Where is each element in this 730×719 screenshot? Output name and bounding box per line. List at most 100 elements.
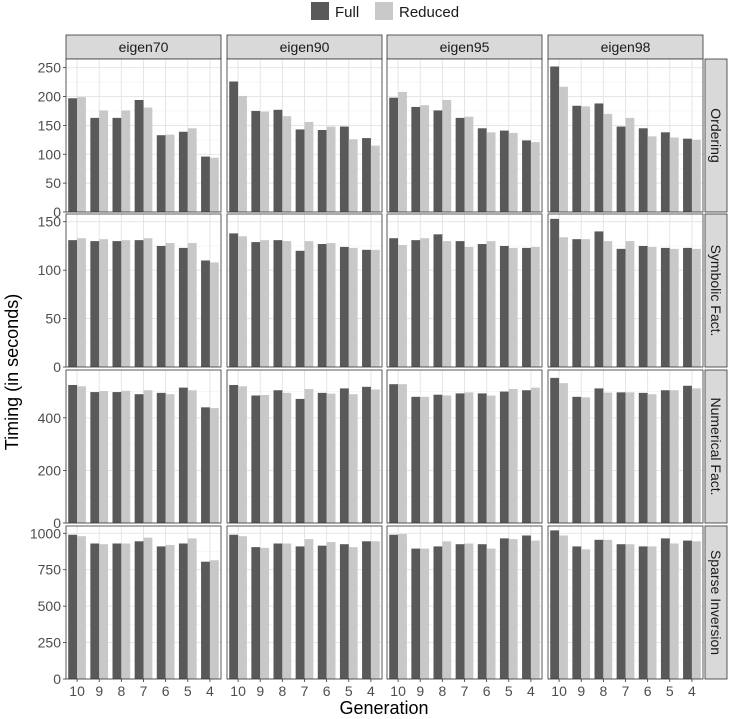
bar-full-eigen95-gen6 [477, 244, 487, 367]
bar-reduced-eigen95-gen9 [420, 105, 430, 212]
legend: Full Reduced [311, 2, 459, 21]
y-tick-label: 50 [45, 311, 61, 327]
bar-reduced-eigen70-gen6 [165, 544, 175, 679]
bar-full-eigen98-gen7 [616, 248, 626, 367]
panel-border [65, 369, 222, 524]
bar-full-eigen98-gen10 [550, 218, 560, 367]
panel-border [386, 58, 543, 213]
x-tick-label: 4 [206, 683, 214, 699]
bar-full-eigen70-gen7 [134, 99, 144, 212]
bar-reduced-eigen98-gen6 [647, 246, 657, 367]
bar-reduced-eigen70-gen9 [99, 110, 109, 212]
x-tick-label: 8 [599, 683, 607, 699]
bar-reduced-eigen98-gen4 [691, 139, 701, 212]
bar-full-eigen70-gen8 [112, 117, 122, 212]
y-tick-label: 400 [38, 410, 62, 426]
bar-full-eigen95-gen8 [433, 110, 443, 212]
bar-full-eigen98-gen6 [638, 546, 648, 679]
bar-full-eigen90-gen7 [295, 398, 305, 523]
bar-reduced-eigen90-gen7 [304, 539, 314, 679]
bar-reduced-eigen98-gen6 [647, 136, 657, 212]
facet-strip-eigen90 [226, 34, 383, 60]
bar-full-eigen90-gen9 [251, 110, 261, 212]
bar-reduced-eigen98-gen9 [581, 549, 591, 679]
panel-border [65, 213, 222, 368]
row-label-numerical-fact: Numerical Fact. [708, 397, 724, 495]
bar-full-eigen90-gen9 [251, 395, 261, 523]
panel-border [547, 369, 704, 524]
bar-full-eigen98-gen10 [550, 530, 560, 679]
bar-full-eigen90-gen5 [339, 246, 349, 367]
panel-sparse-inversion-eigen90 [226, 525, 383, 680]
bar-reduced-eigen70-gen7 [143, 537, 153, 679]
bar-reduced-eigen70-gen4 [209, 157, 219, 212]
bar-full-eigen70-gen8 [112, 241, 122, 367]
bar-reduced-eigen70-gen6 [165, 134, 175, 212]
y-tick-label: 50 [45, 175, 61, 191]
bar-full-eigen95-gen4 [522, 390, 531, 523]
bar-reduced-eigen70-gen7 [143, 238, 153, 367]
bar-full-eigen95-gen10 [389, 384, 399, 523]
y-tick-label: 250 [38, 60, 62, 76]
bar-reduced-eigen98-gen6 [647, 546, 657, 679]
bar-full-eigen70-gen6 [156, 546, 166, 679]
bar-full-eigen95-gen4 [522, 247, 531, 367]
bar-full-eigen95-gen9 [411, 106, 421, 212]
bar-reduced-eigen98-gen7 [625, 117, 635, 212]
panel-border [65, 58, 222, 213]
row-strip-symbolic-fact [704, 213, 728, 368]
bar-reduced-eigen90-gen8 [282, 241, 292, 367]
row-strip-numerical-fact [704, 369, 728, 524]
panel-border [386, 213, 543, 368]
bar-full-eigen95-gen5 [499, 391, 509, 523]
bar-full-eigen95-gen5 [499, 130, 509, 212]
x-tick-label: 5 [505, 683, 513, 699]
bar-reduced-eigen98-gen10 [559, 383, 568, 523]
bar-full-eigen95-gen6 [477, 544, 487, 679]
bar-reduced-eigen98-gen5 [669, 137, 679, 212]
row-label-ordering: Ordering [708, 108, 724, 162]
bar-full-eigen90-gen7 [295, 129, 305, 212]
bar-full-eigen70-gen7 [134, 541, 144, 679]
y-tick-label: 0 [53, 359, 61, 375]
bar-full-eigen90-gen10 [229, 534, 239, 679]
bar-full-eigen98-gen4 [683, 138, 692, 212]
bar-reduced-eigen95-gen8 [442, 395, 452, 523]
panel-ordering-eigen95 [386, 58, 543, 213]
row-label-symbolic-fact: Symbolic Fact. [708, 245, 724, 337]
bar-reduced-eigen95-gen9 [420, 238, 430, 367]
bar-full-eigen90-gen7 [295, 546, 305, 679]
bar-reduced-eigen98-gen7 [625, 241, 635, 367]
bar-full-eigen98-gen5 [660, 132, 670, 212]
legend-key-full [311, 2, 329, 20]
bar-reduced-eigen90-gen7 [304, 121, 314, 212]
bar-reduced-eigen90-gen5 [348, 547, 358, 679]
bar-reduced-eigen70-gen8 [121, 110, 131, 212]
bar-reduced-eigen70-gen8 [121, 543, 131, 679]
bar-full-eigen98-gen9 [572, 546, 582, 679]
y-tick-label: 1000 [30, 525, 61, 541]
bar-full-eigen90-gen4 [362, 541, 371, 679]
x-tick-label: 5 [184, 683, 192, 699]
bar-reduced-eigen95-gen10 [398, 384, 407, 523]
y-tick-label: 150 [38, 117, 62, 133]
bar-full-eigen70-gen4 [201, 561, 210, 679]
bar-full-eigen70-gen7 [134, 240, 144, 367]
y-tick-label: 750 [38, 562, 62, 578]
bar-full-eigen98-gen8 [594, 231, 604, 367]
panel-border [547, 58, 704, 213]
bar-full-eigen98-gen6 [638, 245, 648, 367]
bar-full-eigen70-gen6 [156, 392, 166, 523]
y-tick-label: 250 [38, 635, 62, 651]
legend-label-reduced: Reduced [399, 4, 459, 21]
bar-full-eigen95-gen4 [522, 140, 531, 212]
bar-reduced-eigen90-gen8 [282, 543, 292, 679]
panel-border [386, 369, 543, 524]
bar-full-eigen98-gen7 [616, 544, 626, 679]
bar-reduced-eigen90-gen7 [304, 241, 314, 367]
bar-full-eigen70-gen9 [90, 543, 100, 679]
bar-full-eigen98-gen10 [550, 66, 560, 212]
bar-full-eigen90-gen9 [251, 547, 261, 679]
bar-reduced-eigen98-gen8 [603, 241, 613, 367]
bar-full-eigen95-gen8 [433, 546, 443, 679]
